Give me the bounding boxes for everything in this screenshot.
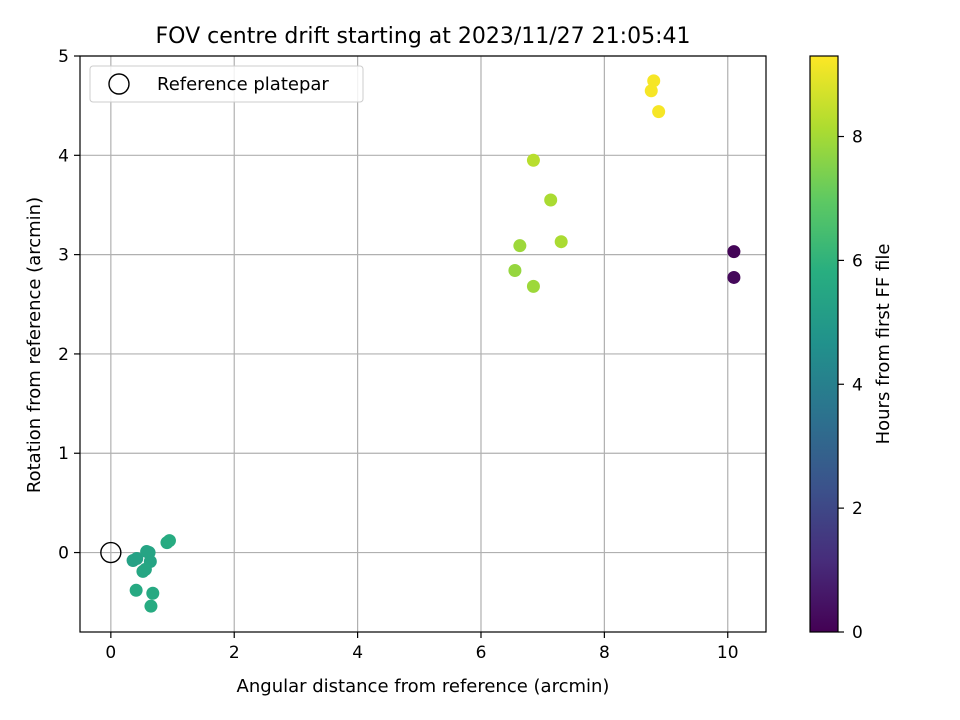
data-point	[138, 562, 152, 576]
data-point	[513, 239, 527, 253]
x-tick-label: 10	[717, 643, 739, 663]
y-axis-ticks: 0 1 2 3 4 5	[58, 47, 80, 564]
y-tick-label: 0	[58, 544, 69, 564]
colorbar-tick-label: 4	[852, 375, 863, 395]
x-tick-label: 6	[476, 643, 487, 663]
legend-marker-reference	[108, 73, 130, 95]
x-axis-label: Angular distance from reference (arcmin)	[237, 676, 610, 697]
x-axis-ticks: 0 2 4 6 8 10	[105, 632, 739, 663]
data-point	[526, 153, 540, 167]
data-point	[644, 84, 658, 98]
chart-title: FOV centre drift starting at 2023/11/27 …	[156, 24, 691, 49]
y-tick-label: 2	[58, 345, 69, 365]
grid-lines	[80, 55, 766, 632]
data-point	[544, 193, 558, 207]
colorbar-tick-label: 0	[852, 623, 863, 643]
y-tick-label: 4	[58, 146, 69, 166]
colorbar: 0 2 4 6 8 Hours from first FF file	[809, 55, 894, 643]
legend-box	[89, 65, 364, 103]
data-point	[727, 270, 741, 284]
colorbar-tick-label: 6	[852, 251, 863, 271]
data-point	[129, 583, 143, 597]
data-point	[554, 235, 568, 249]
colorbar-label: Hours from first FF file	[873, 244, 894, 445]
data-point	[652, 105, 666, 119]
colorbar-ticks: 0 2 4 6 8	[838, 128, 863, 643]
data-point	[144, 599, 158, 613]
reference-platepar-marker	[100, 541, 122, 564]
legend: Reference platepar	[89, 65, 364, 103]
data-point	[647, 74, 661, 88]
data-point	[130, 552, 144, 566]
colorbar-gradient	[809, 55, 839, 633]
data-point	[727, 245, 741, 259]
y-tick-label: 3	[58, 246, 69, 266]
plot-frame	[79, 55, 767, 633]
legend-label-reference: Reference platepar	[157, 74, 329, 95]
y-tick-label: 5	[58, 47, 69, 67]
x-tick-label: 8	[599, 643, 610, 663]
y-tick-label: 1	[58, 444, 69, 464]
data-points	[100, 74, 741, 613]
x-tick-label: 2	[229, 643, 240, 663]
colorbar-tick-label: 2	[852, 499, 863, 519]
data-point	[526, 279, 540, 293]
data-point	[162, 534, 176, 548]
y-axis-label: Rotation from reference (arcmin)	[24, 197, 45, 493]
data-point	[146, 586, 160, 600]
x-tick-label: 0	[105, 643, 116, 663]
colorbar-tick-label: 8	[852, 128, 863, 148]
x-tick-label: 4	[352, 643, 363, 663]
data-point	[508, 264, 522, 278]
